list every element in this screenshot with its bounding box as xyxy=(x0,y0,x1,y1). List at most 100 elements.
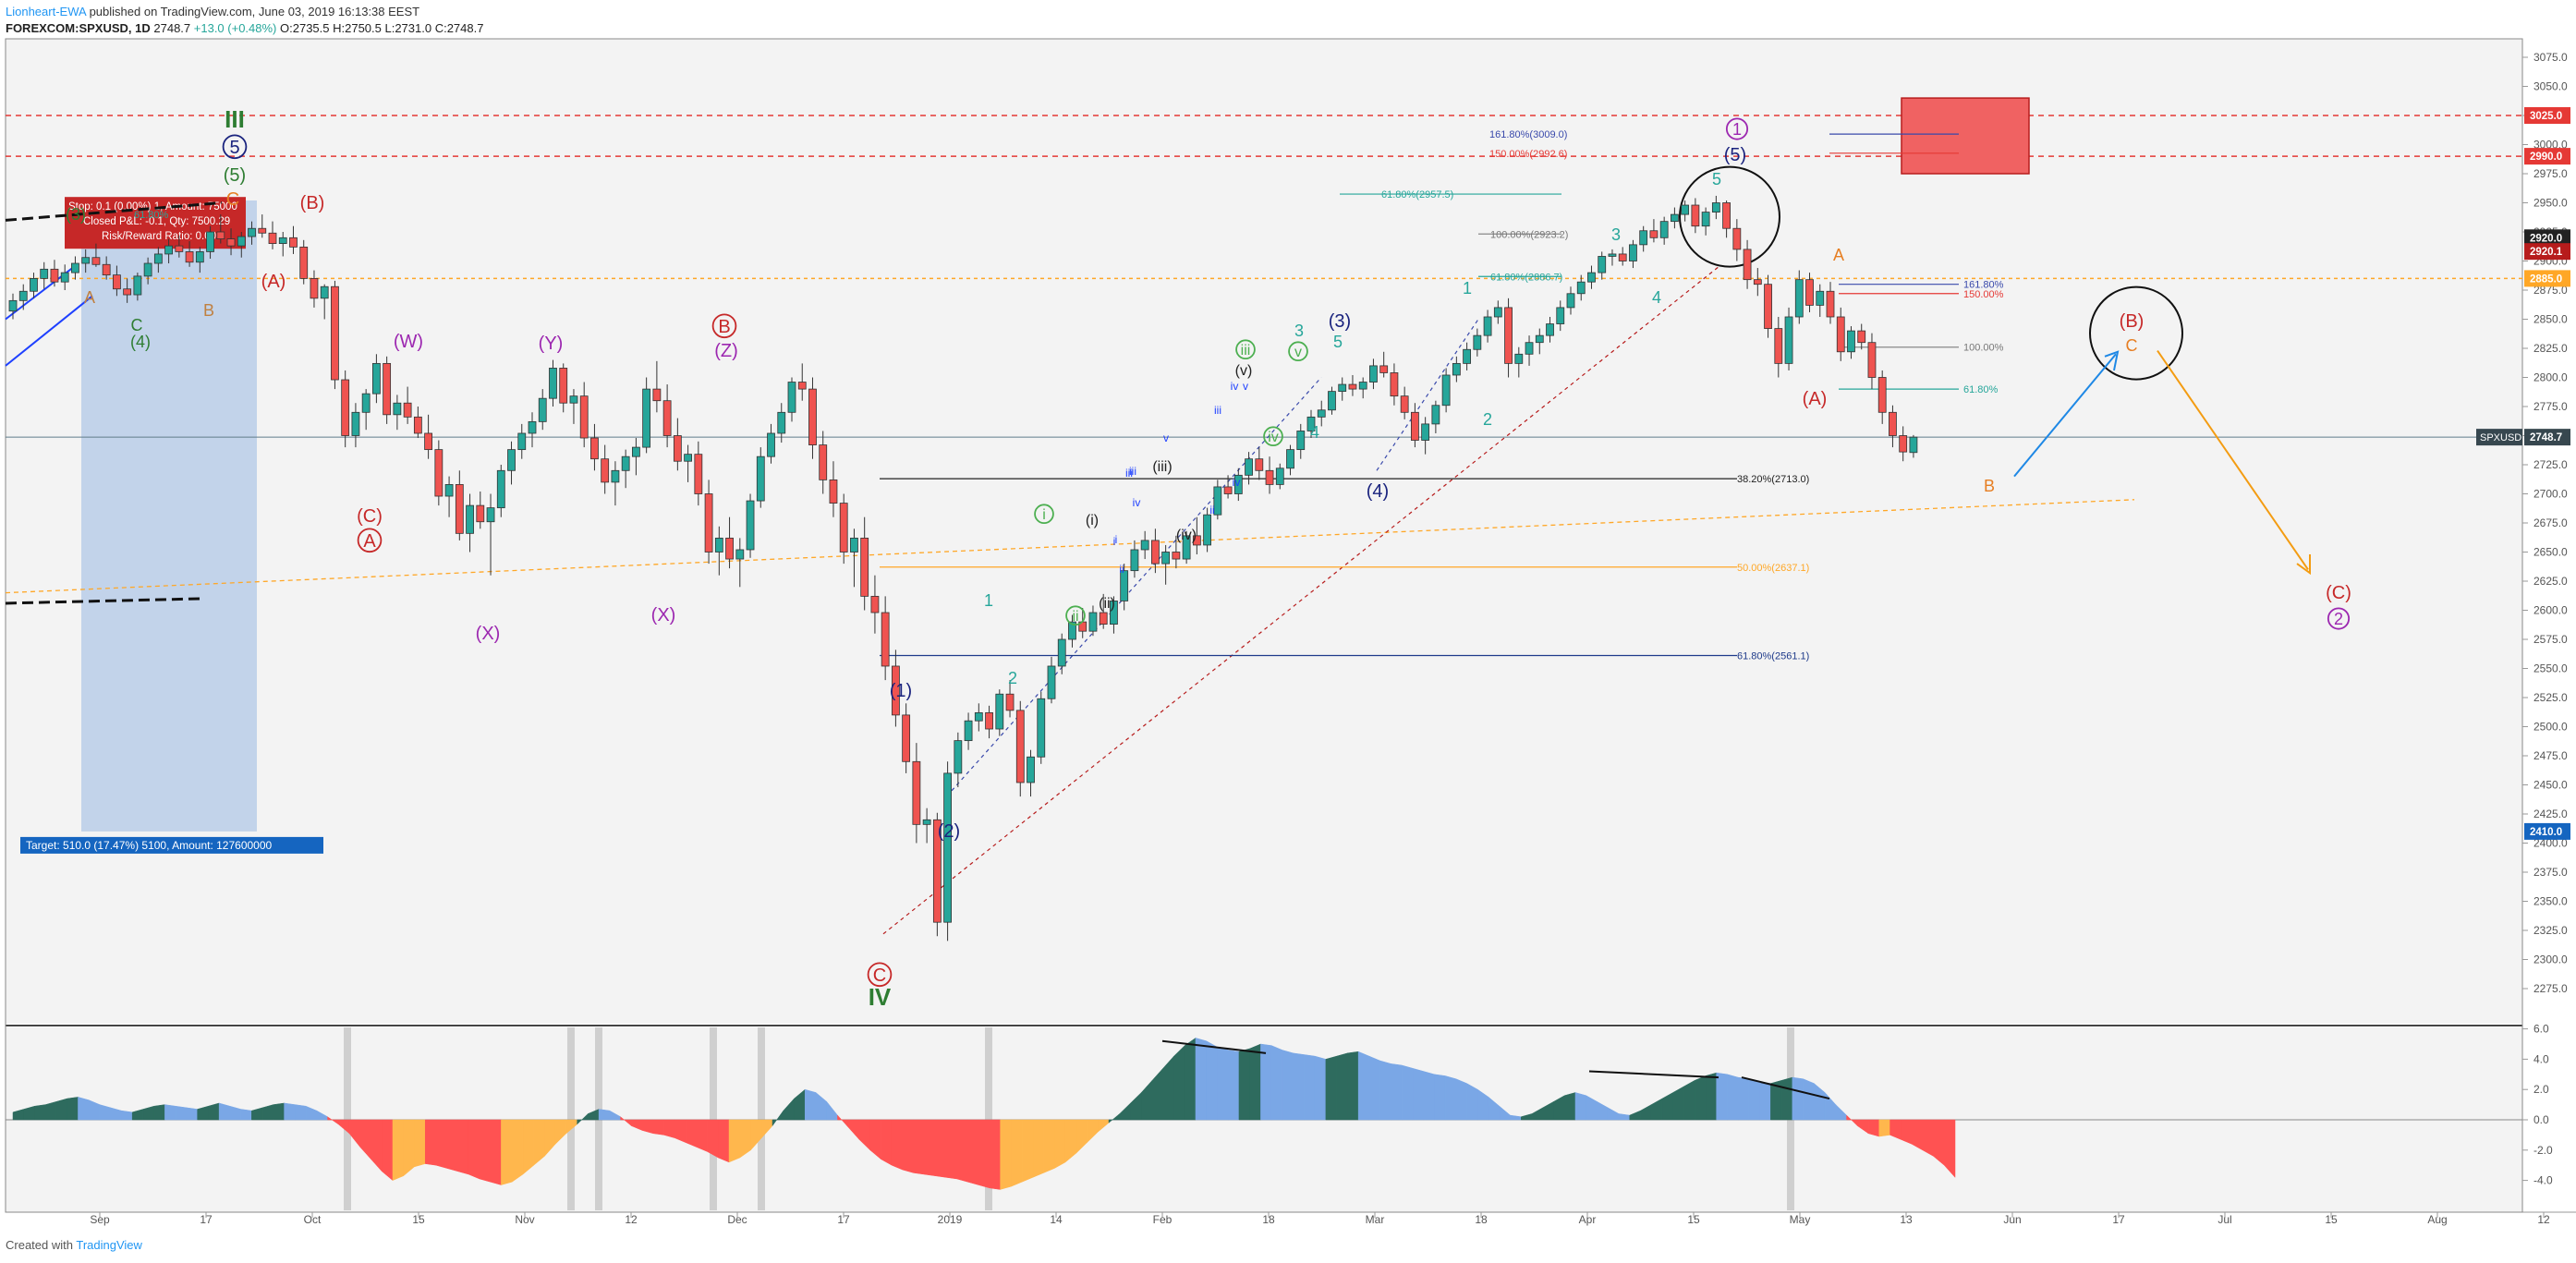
price-label: 2885.0 xyxy=(2530,273,2562,285)
osc-segment xyxy=(1466,1083,1478,1121)
osc-segment xyxy=(978,1119,990,1189)
wave-label: 2 xyxy=(1483,410,1492,429)
wave-label: 1 xyxy=(984,591,993,610)
candle-body xyxy=(839,503,848,553)
candle-body xyxy=(1431,405,1440,425)
wave-label-circle xyxy=(1288,341,1308,362)
time-tick-label: Oct xyxy=(304,1213,322,1226)
osc-segment xyxy=(1748,1078,1760,1121)
wave-label: B xyxy=(203,301,214,320)
projection-down-arrow xyxy=(2157,349,2309,570)
candle-body xyxy=(102,263,111,276)
candle-body xyxy=(1909,436,1918,454)
candle-body xyxy=(1223,486,1233,494)
osc-segment xyxy=(1011,1119,1023,1187)
candle-body xyxy=(611,469,620,483)
wave-label: i xyxy=(1042,507,1046,523)
candle-body xyxy=(1836,316,1845,353)
osc-segment xyxy=(446,1119,458,1172)
candle-body xyxy=(403,402,412,418)
price-label-bg xyxy=(2524,429,2570,446)
osc-segment xyxy=(1282,1050,1294,1121)
candle-body xyxy=(932,819,942,923)
osc-shade-bar xyxy=(985,1027,992,1210)
wave-label: (Y) xyxy=(539,334,564,354)
position-tool[interactable]: Stop: 0.1 (0.00%) 1, Amount: 75000Closed… xyxy=(20,197,323,854)
osc-segment xyxy=(1737,1076,1750,1121)
candle-body xyxy=(579,395,589,439)
candle-body xyxy=(1681,204,1690,215)
wave-label: B xyxy=(718,317,730,337)
candle-body xyxy=(1192,535,1201,546)
small-wave-marker: iv xyxy=(1231,380,1239,393)
projection-up-arrowhead xyxy=(2104,350,2120,371)
osc-segment xyxy=(435,1119,447,1169)
time-tick-label: May xyxy=(1790,1213,1811,1226)
position-stop-box xyxy=(65,197,246,249)
wave-label: (5) xyxy=(224,165,246,186)
osc-segment xyxy=(1759,1081,1771,1121)
time-tick-label: 2019 xyxy=(938,1213,963,1226)
wave-label: (4) xyxy=(130,333,151,351)
candle-body xyxy=(1130,549,1139,572)
created-with: Created with xyxy=(6,1238,73,1252)
wave-label: 2 xyxy=(1008,669,1017,687)
price-label: 2748.7 xyxy=(2530,432,2562,443)
price-tick-label: 2850.0 xyxy=(2533,313,2568,326)
candle-body xyxy=(1525,342,1534,355)
candle-body xyxy=(642,388,651,448)
osc-segment xyxy=(392,1119,404,1181)
wave-label: (ii) xyxy=(1099,596,1115,612)
candle-body xyxy=(248,227,256,237)
candle-body xyxy=(455,484,464,534)
time-axis: Sep 17 Oct 15 Nov 12 Dec 17 2019 14 Feb 18 Mar 18 Apr 1… xyxy=(90,1212,2550,1226)
osc-segment xyxy=(718,1119,730,1163)
candle-body xyxy=(881,612,890,667)
wave-label-circle xyxy=(1235,339,1256,360)
osc-segment xyxy=(479,1119,491,1183)
candle-body xyxy=(1390,372,1399,397)
fib-label: 61.80% xyxy=(1963,384,1999,395)
osc-segment xyxy=(1705,1072,1717,1121)
projection-b-circle xyxy=(2089,285,2183,381)
price-axis: 2275.0 2300.0 2325.0 2350.0 2375.0 2400.0 2425… xyxy=(2522,51,2568,1187)
osc-segment xyxy=(1434,1074,1446,1121)
wave-label-circle xyxy=(867,962,893,988)
candle-body xyxy=(559,368,568,404)
osc-segment xyxy=(240,1109,252,1121)
osc-segment xyxy=(1368,1055,1380,1121)
candle-body xyxy=(393,402,402,416)
publish-line: Lionheart-EWA published on TradingView.c… xyxy=(6,4,483,20)
author-link[interactable]: Lionheart-EWA xyxy=(6,5,86,18)
time-tick-label: Dec xyxy=(727,1213,747,1226)
candle-body xyxy=(1639,230,1648,246)
candle-body xyxy=(143,262,152,277)
time-tick-label: Jun xyxy=(2003,1213,2021,1226)
candle-body xyxy=(1161,552,1171,565)
candle-body xyxy=(850,537,858,553)
osc-segment xyxy=(1412,1067,1424,1121)
osc-segment xyxy=(1336,1052,1348,1121)
candle-body xyxy=(1743,249,1752,281)
candle-body xyxy=(1348,383,1357,390)
price-tick-label: 3000.0 xyxy=(2533,139,2568,152)
tradingview-logo-text[interactable]: TradingView xyxy=(76,1238,142,1252)
price-tick-label: 2375.0 xyxy=(2533,866,2568,879)
candle-body xyxy=(767,432,775,457)
candle-body xyxy=(1857,330,1866,344)
candle-body xyxy=(1826,290,1835,318)
osc-segment xyxy=(1391,1063,1403,1121)
candle-body xyxy=(1015,710,1025,783)
osc-segment xyxy=(284,1102,296,1121)
time-tick-label: Jul xyxy=(2218,1213,2231,1226)
candle-body xyxy=(81,257,91,264)
osc-segment xyxy=(1325,1055,1337,1121)
osc-segment xyxy=(1672,1086,1684,1121)
candle-body xyxy=(1151,540,1160,565)
fib-label: 150.00% xyxy=(1963,289,2004,300)
wave-label: 2 xyxy=(2334,610,2343,628)
candle-body xyxy=(1203,514,1211,546)
osc-segment xyxy=(1293,1052,1305,1121)
osc-segment xyxy=(1944,1119,1956,1178)
